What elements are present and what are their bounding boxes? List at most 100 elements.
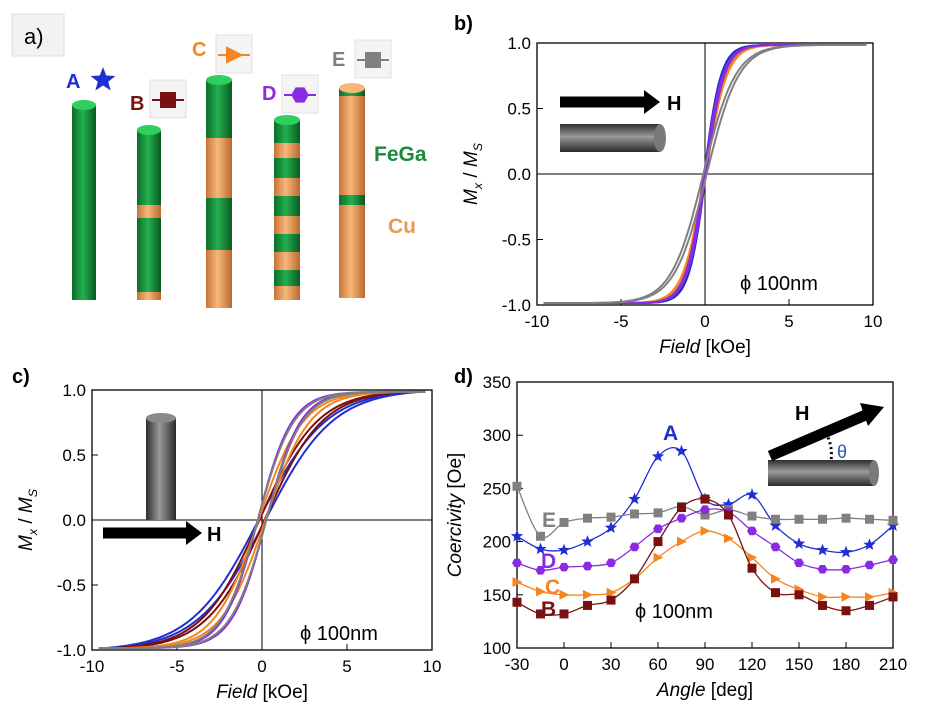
data-point-A [745, 488, 759, 501]
data-point-A [628, 492, 641, 505]
rod-cap [72, 100, 96, 110]
material-label-fega: FeGa [374, 143, 427, 166]
data-point-A [557, 543, 571, 556]
sample-marker-B [160, 92, 176, 108]
data-point-B [771, 588, 780, 598]
sample-marker-A [90, 67, 116, 91]
x-axis-label: Angle [deg] [656, 680, 753, 701]
data-point-B [747, 563, 757, 573]
panel-d: d) -30 0 30 60 90 120 150 180 210 100 150 200 250 300… [445, 366, 907, 701]
angle-inset-d: H θ [767, 403, 884, 486]
data-point-A [722, 497, 735, 510]
y-axis-label: Mx / MS [16, 488, 40, 551]
data-point-C [865, 591, 875, 602]
sample-marker-E [365, 52, 381, 68]
cu-segment [206, 138, 232, 198]
x-tick-label: 60 [649, 655, 668, 674]
x-tick-label: 180 [832, 655, 860, 674]
data-point-E [559, 517, 569, 527]
data-point-E [865, 514, 874, 524]
sample-letter: B [130, 93, 144, 115]
field-arrowhead-c [186, 521, 202, 545]
panel-b-label: b) [454, 13, 473, 35]
data-point-C [841, 591, 852, 602]
data-point-C [724, 533, 734, 544]
y-tick-label: 350 [483, 373, 511, 392]
data-point-A [604, 521, 618, 534]
x-tick-label: -5 [613, 312, 628, 331]
cu-segment [274, 252, 300, 270]
data-point-A [792, 537, 806, 549]
y-tick-label: -0.5 [57, 576, 86, 595]
sample-label-A: A [66, 67, 116, 93]
data-point-D [770, 542, 781, 552]
data-point-C [559, 589, 570, 600]
cu-segment [137, 205, 161, 218]
panel-a-label: a) [24, 24, 44, 49]
nanowire-A [72, 100, 96, 300]
data-point-E [653, 508, 663, 518]
data-point-C [700, 526, 711, 536]
angle-theta-label: θ [837, 442, 847, 462]
data-point-E [747, 511, 757, 521]
x-tick-label: 5 [784, 312, 793, 331]
sample-letter: C [192, 39, 206, 61]
hysteresis-branch-B-down [98, 390, 426, 649]
data-point-C [677, 536, 687, 547]
data-point-E [771, 514, 780, 524]
cu-segment [274, 178, 300, 196]
data-point-B [512, 597, 522, 607]
rod-cap [339, 83, 365, 93]
data-point-A [839, 545, 853, 558]
series-D [512, 505, 898, 575]
cylinder-vertical-c [146, 413, 176, 520]
x-tick-label: -10 [525, 312, 550, 331]
sample-label-C: C [192, 34, 253, 74]
data-point-C [653, 552, 664, 563]
sample-marker-D [291, 87, 309, 103]
panel-c-label: c) [12, 366, 30, 388]
y-tick-label: 0.5 [507, 100, 531, 119]
y-tick-label: 300 [483, 426, 511, 445]
cu-segment [274, 286, 300, 300]
data-point-D [559, 562, 569, 572]
sample-label-B: B [130, 79, 187, 119]
rod-cap [206, 75, 232, 85]
diameter-label-c: ϕ 100nm [300, 623, 378, 645]
nanowire-B [137, 125, 161, 300]
cu-segment [206, 250, 232, 308]
sample-marker-C [226, 46, 244, 64]
x-tick-label: 150 [785, 655, 813, 674]
panel-a: a) A B C D E FeGa Cu [11, 13, 427, 308]
data-point-B [583, 600, 592, 610]
rod-cap [274, 115, 300, 125]
cu-segment [339, 205, 365, 298]
y-tick-label: -1.0 [57, 641, 86, 660]
x-tick-label: 210 [879, 655, 907, 674]
data-point-E [606, 512, 616, 522]
y-tick-label: -1.0 [502, 296, 531, 315]
data-point-C [818, 591, 828, 602]
data-point-D [817, 564, 828, 574]
series-E [512, 481, 898, 541]
data-point-D [747, 526, 757, 536]
y-tick-label: 0.0 [507, 165, 531, 184]
data-point-E [630, 509, 639, 519]
y-tick-label: 1.0 [62, 381, 86, 400]
data-point-E [888, 515, 898, 525]
panel-a-label-box [11, 13, 65, 57]
data-point-E [818, 514, 827, 524]
y-tick-label: 250 [483, 479, 511, 498]
field-label-b: H [667, 93, 681, 115]
data-point-D [841, 564, 851, 574]
data-point-D [676, 513, 687, 523]
x-tick-label: -30 [505, 655, 530, 674]
sample-label-D: D [262, 74, 319, 114]
data-point-B [888, 592, 898, 602]
data-point-B [606, 595, 616, 605]
data-point-D [700, 505, 710, 514]
y-tick-label: 1.0 [507, 34, 531, 53]
data-point-C [583, 589, 593, 600]
cu-segment [137, 292, 161, 300]
